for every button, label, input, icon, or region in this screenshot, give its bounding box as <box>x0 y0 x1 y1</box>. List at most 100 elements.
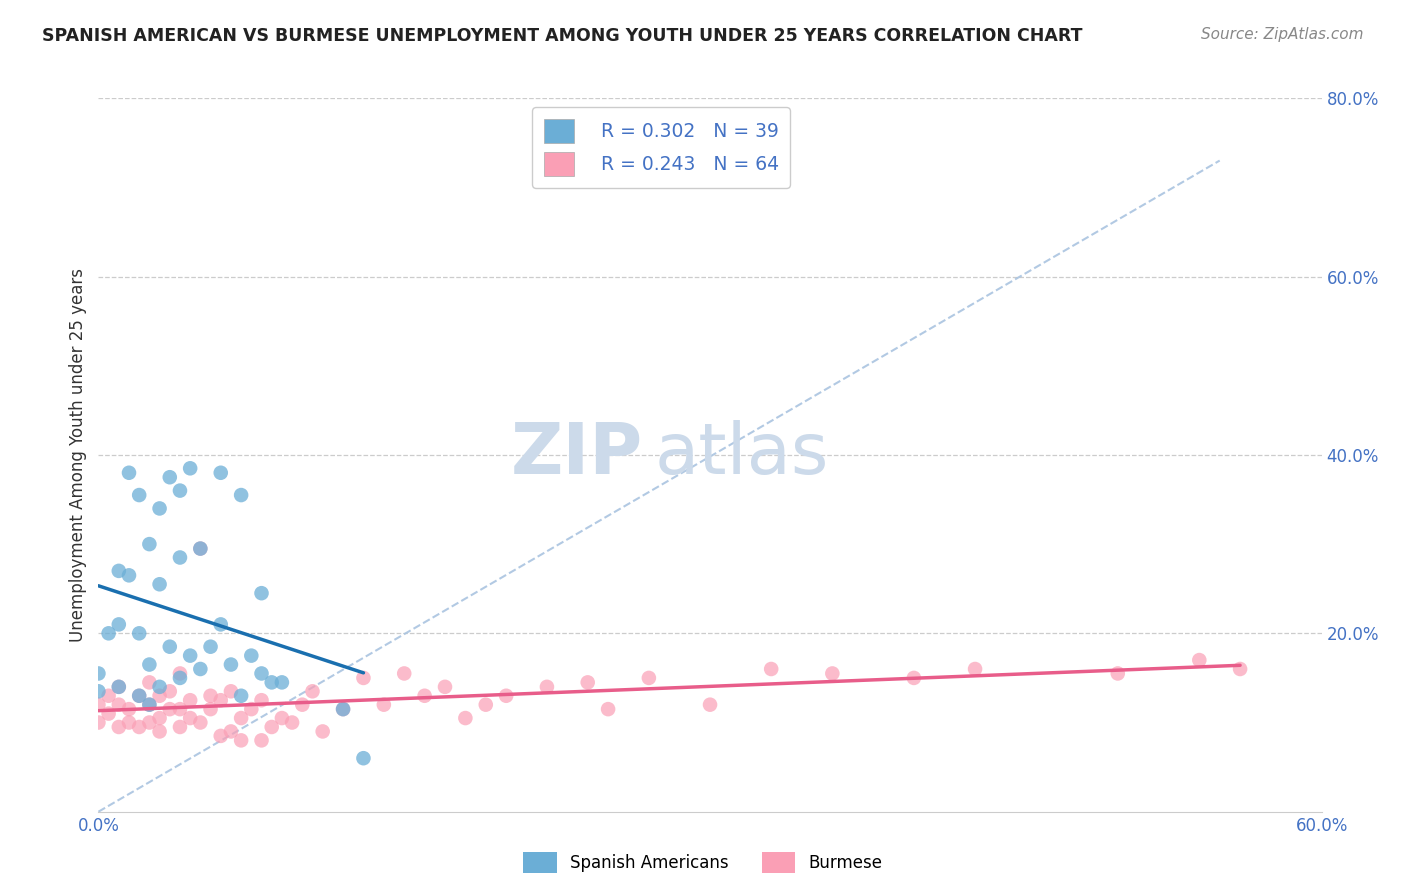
Point <box>250 586 273 600</box>
Point <box>149 501 172 516</box>
Point <box>352 751 374 765</box>
Point <box>138 657 160 672</box>
Point <box>250 666 273 681</box>
Point <box>270 711 294 725</box>
Point <box>301 684 323 698</box>
Point <box>108 680 131 694</box>
Point <box>209 729 232 743</box>
Point <box>231 733 253 747</box>
Point <box>169 550 191 565</box>
Point <box>434 680 457 694</box>
Y-axis label: Unemployment Among Youth under 25 years: Unemployment Among Youth under 25 years <box>69 268 87 642</box>
Point <box>149 680 172 694</box>
Point <box>821 666 844 681</box>
Point <box>108 720 131 734</box>
Point <box>250 733 273 747</box>
Point <box>598 702 620 716</box>
Point <box>118 466 141 480</box>
Point <box>219 724 242 739</box>
Point <box>240 648 263 663</box>
Point <box>138 715 160 730</box>
Point <box>149 689 172 703</box>
Point <box>179 693 201 707</box>
Point <box>188 662 212 676</box>
Point <box>260 675 283 690</box>
Point <box>159 684 181 698</box>
Point <box>179 711 201 725</box>
Point <box>97 626 120 640</box>
Point <box>761 662 783 676</box>
Point <box>149 711 172 725</box>
Text: atlas: atlas <box>655 420 830 490</box>
Point <box>332 702 354 716</box>
Point <box>97 706 120 721</box>
Point <box>474 698 498 712</box>
Point <box>179 461 201 475</box>
Point <box>209 693 232 707</box>
Point <box>1107 666 1129 681</box>
Point <box>138 698 160 712</box>
Point <box>118 568 141 582</box>
Point <box>87 666 110 681</box>
Point <box>159 640 181 654</box>
Point <box>118 702 141 716</box>
Point <box>169 671 191 685</box>
Point <box>413 689 436 703</box>
Point <box>97 689 120 703</box>
Point <box>352 671 374 685</box>
Point <box>128 689 150 703</box>
Point <box>128 626 150 640</box>
Point <box>108 698 131 712</box>
Point <box>200 702 222 716</box>
Point <box>209 466 232 480</box>
Text: Source: ZipAtlas.com: Source: ZipAtlas.com <box>1201 27 1364 42</box>
Point <box>536 680 558 694</box>
Text: SPANISH AMERICAN VS BURMESE UNEMPLOYMENT AMONG YOUTH UNDER 25 YEARS CORRELATION : SPANISH AMERICAN VS BURMESE UNEMPLOYMENT… <box>42 27 1083 45</box>
Point <box>169 483 191 498</box>
Point <box>209 617 232 632</box>
Legend:   R = 0.302   N = 39,   R = 0.243   N = 64: R = 0.302 N = 39, R = 0.243 N = 64 <box>533 108 790 187</box>
Point <box>637 671 661 685</box>
Point <box>87 684 110 698</box>
Point <box>169 720 191 734</box>
Point <box>108 617 131 632</box>
Point <box>149 724 172 739</box>
Point <box>138 675 160 690</box>
Point <box>108 680 131 694</box>
Point <box>270 675 294 690</box>
Point <box>1229 662 1251 676</box>
Point <box>903 671 925 685</box>
Point <box>1188 653 1211 667</box>
Point <box>87 715 110 730</box>
Point <box>392 666 416 681</box>
Point <box>332 702 354 716</box>
Point <box>200 640 222 654</box>
Text: ZIP: ZIP <box>510 420 643 490</box>
Point <box>291 698 314 712</box>
Point <box>231 689 253 703</box>
Point <box>240 702 263 716</box>
Point <box>138 698 160 712</box>
Point <box>373 698 395 712</box>
Point <box>231 711 253 725</box>
Point <box>128 720 150 734</box>
Point <box>188 541 212 556</box>
Point <box>179 648 201 663</box>
Point <box>250 693 273 707</box>
Point <box>188 541 212 556</box>
Point <box>281 715 304 730</box>
Point <box>219 684 242 698</box>
Point <box>87 698 110 712</box>
Point <box>169 666 191 681</box>
Point <box>200 689 222 703</box>
Point <box>118 715 141 730</box>
Point <box>965 662 987 676</box>
Point <box>312 724 335 739</box>
Point <box>149 577 172 591</box>
Legend: Spanish Americans, Burmese: Spanish Americans, Burmese <box>516 846 890 880</box>
Point <box>159 470 181 484</box>
Point <box>188 715 212 730</box>
Point <box>699 698 721 712</box>
Point <box>138 537 160 551</box>
Point <box>128 488 150 502</box>
